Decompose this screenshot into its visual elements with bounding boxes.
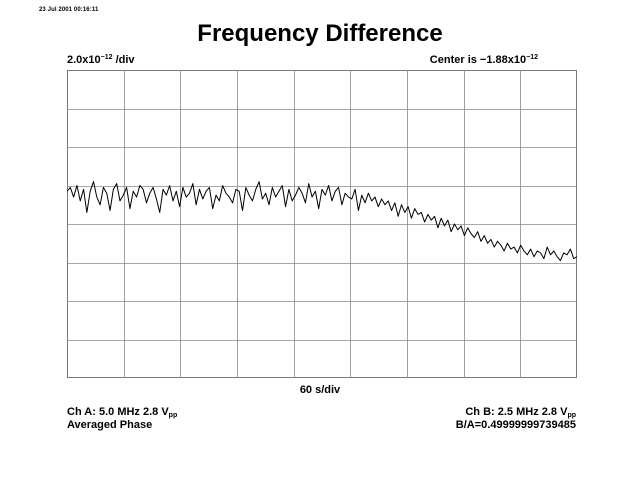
- channel-a-prefix: Ch A: 5.0 MHz 2.8 V: [67, 406, 169, 418]
- plot-frame: [67, 70, 577, 378]
- center-label: Center is −1.88x10−12: [430, 54, 538, 66]
- channel-a-line: Ch A: 5.0 MHz 2.8 Vpp: [67, 406, 177, 419]
- channel-b-ratio: B/A=0.49999999739485: [455, 419, 576, 431]
- timestamp: 23 Jul 2001 00:16:11: [39, 7, 99, 13]
- y-scale-suffix: /div: [112, 54, 135, 66]
- y-scale-mantissa: 2.0x10: [67, 54, 101, 66]
- chart-title: Frequency Difference: [197, 20, 443, 47]
- plot-grid: [67, 70, 577, 378]
- channel-b-sub: pp: [567, 412, 576, 419]
- channel-b-info: Ch B: 2.5 MHz 2.8 Vpp B/A=0.499999997394…: [456, 406, 576, 432]
- channel-a-mode: Averaged Phase: [67, 419, 153, 431]
- center-prefix: Center is −1.88x10: [429, 54, 527, 66]
- frequency-plot: [67, 70, 577, 378]
- channel-a-sub: pp: [168, 412, 178, 419]
- center-exponent: −12: [526, 54, 538, 61]
- channel-b-line: Ch B: 2.5 MHz 2.8 Vpp: [456, 406, 576, 419]
- series-line: [67, 181, 577, 262]
- channel-a-info: Ch A: 5.0 MHz 2.8 Vpp Averaged Phase: [67, 406, 177, 432]
- channel-b-prefix: Ch B: 2.5 MHz 2.8 V: [465, 406, 568, 418]
- y-scale-exponent: −12: [100, 54, 113, 61]
- y-scale-label: 2.0x10−12 /div: [67, 54, 135, 66]
- x-axis-label: 60 s/div: [299, 384, 341, 396]
